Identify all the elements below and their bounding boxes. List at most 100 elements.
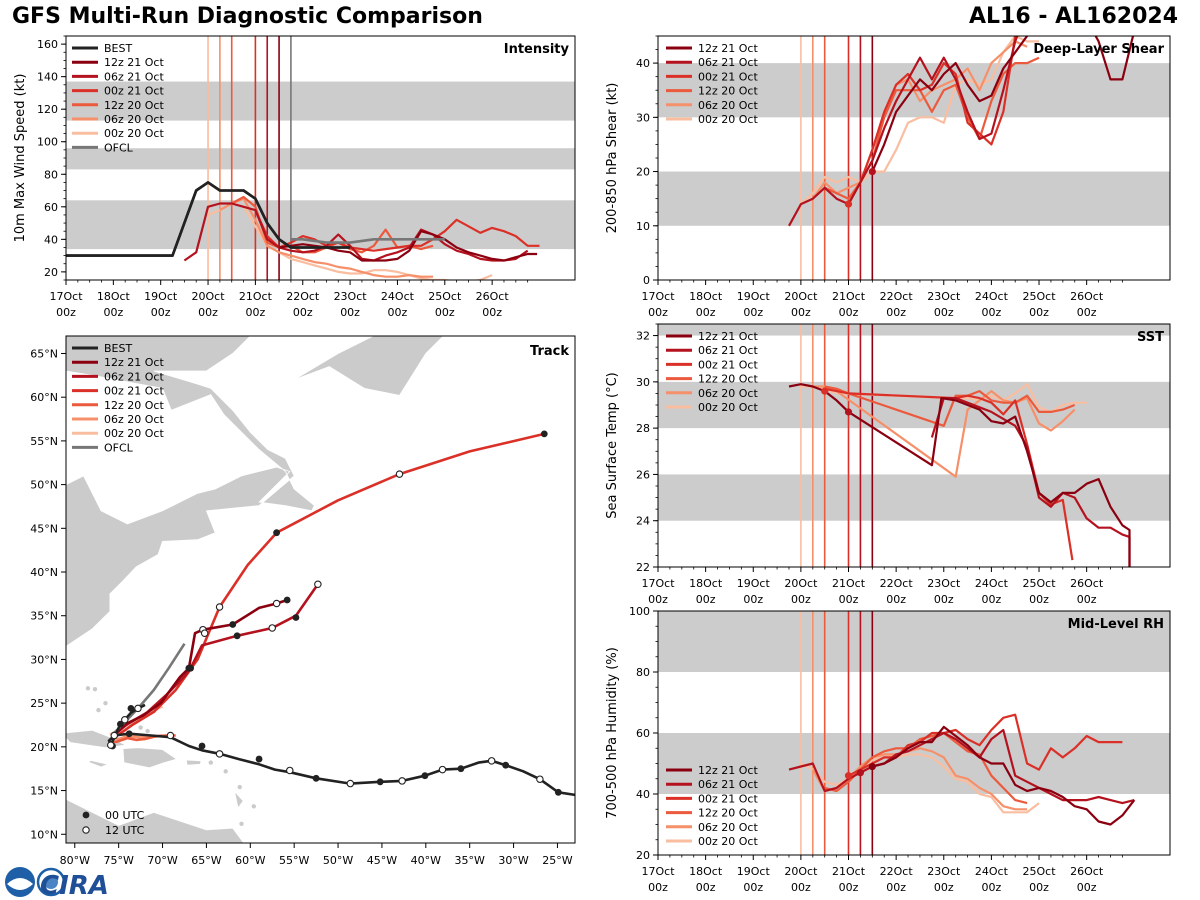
- init-marker: [844, 200, 853, 208]
- y-tick-label: 40: [636, 788, 650, 801]
- marker-12utc: [215, 603, 224, 611]
- legend-label: BEST: [104, 42, 132, 55]
- x-tick-label: 23Oct: [927, 865, 961, 878]
- series-00z-20-oct: [800, 383, 1087, 413]
- axes-frame: [657, 323, 1171, 568]
- x-tick-label: 22Oct: [880, 865, 914, 878]
- marker-12utc: [107, 741, 115, 749]
- x-tick-label: 20Oct: [784, 865, 818, 878]
- x-tick-label: 25Oct: [1023, 577, 1057, 590]
- x-tick-label: 19Oct: [737, 577, 771, 590]
- marker-12utc: [268, 624, 276, 632]
- x-tick-hour: 00z: [246, 306, 266, 319]
- panel-track: 80°W 75°W 70°W 65°W 60°W 55°W 50°W 45°W 40°W 35°W…: [30, 335, 576, 867]
- island: [103, 700, 108, 706]
- x-tick-hour: 00z: [648, 306, 668, 319]
- track-12z-21-oct: [112, 598, 288, 737]
- marker-12utc: [438, 765, 447, 774]
- marker-12utc: [200, 629, 209, 637]
- x-tick-hour: 00z: [648, 593, 668, 606]
- x-tick-label: 19Oct: [737, 865, 771, 878]
- series-00z-20-oct: [800, 36, 1039, 205]
- plot-area: [66, 36, 575, 280]
- legend-label: 00z 20 Oct: [104, 127, 164, 140]
- series-12z-21-oct: [872, 725, 1136, 826]
- y-tick-label: 15°N: [30, 785, 58, 798]
- legend-label: 12z 20 Oct: [698, 807, 758, 820]
- x-tick-hour: 00z: [696, 306, 716, 319]
- x-tick-label: 17Oct: [641, 290, 675, 303]
- marker-12utc: [121, 715, 129, 724]
- x-tick-hour: 00z: [743, 593, 763, 606]
- legend-label: 00z 21 Oct: [104, 385, 164, 398]
- series-00z-21-oct: [254, 209, 540, 252]
- panel-title: SST: [1137, 330, 1164, 345]
- panel-title: Track: [530, 344, 569, 359]
- series-best-top: [66, 180, 351, 257]
- x-tick-label: 18Oct: [97, 290, 131, 303]
- x-tick-label: 40°W: [411, 854, 441, 867]
- y-tick-label: 30: [636, 376, 650, 389]
- y-tick-label: 60: [636, 727, 650, 740]
- x-tick-hour: 00z: [1077, 306, 1097, 319]
- x-tick-hour: 00z: [1077, 881, 1097, 894]
- legend-label: 12z 20 Oct: [698, 373, 758, 386]
- marker-12utc: [286, 766, 294, 775]
- x-tick-hour: 00z: [1029, 881, 1049, 894]
- x-tick-hour: 00z: [791, 881, 811, 894]
- series-06z-20-oct: [812, 385, 1076, 478]
- marker-12utc: [395, 470, 404, 478]
- x-tick-label: 23Oct: [334, 290, 368, 303]
- marker-12utc: [314, 580, 322, 589]
- y-tick-label: 50°N: [30, 479, 58, 492]
- marker-00utc: [273, 529, 281, 537]
- threshold-band: [658, 381, 1170, 429]
- legend-label: 06z 21 Oct: [698, 56, 758, 69]
- y-tick-label: 20: [44, 266, 58, 279]
- marker-00utc: [376, 778, 384, 786]
- island: [92, 686, 98, 692]
- x-tick-hour: 00z: [743, 881, 763, 894]
- y-tick-label: 140: [37, 71, 58, 84]
- series-06z-21-oct: [788, 728, 1135, 805]
- x-tick-hour: 00z: [743, 306, 763, 319]
- storm-id: AL16 - AL162024: [969, 4, 1178, 29]
- series-ofcl: [290, 238, 445, 244]
- x-tick-label: 22Oct: [286, 290, 320, 303]
- x-tick-label: 19Oct: [737, 290, 771, 303]
- x-tick-hour: 00z: [791, 593, 811, 606]
- x-tick-label: 30°W: [498, 854, 528, 867]
- x-tick-label: 23Oct: [927, 290, 961, 303]
- x-tick-hour: 00z: [696, 881, 716, 894]
- panel-title: Deep-Layer Shear: [1033, 42, 1164, 57]
- y-tick-label: 80: [636, 666, 650, 679]
- legend-label: 06z 21 Oct: [698, 778, 758, 791]
- marker-00utc: [421, 772, 429, 780]
- x-tick-hour: 00z: [1029, 593, 1049, 606]
- x-tick-label: 19Oct: [144, 290, 178, 303]
- init-marker: [856, 769, 865, 777]
- x-tick-label: 26Oct: [1070, 577, 1104, 590]
- legend-label: 00z 20 Oct: [104, 427, 164, 440]
- legend-label: 00z 20 Oct: [698, 401, 758, 414]
- panel-intensity: 20 40 60 80 100 120 140 160 17Oct 00z 18Oct 00z 19Oc…: [13, 35, 576, 319]
- marker-12utc: [487, 757, 496, 765]
- marker-00utc: [198, 742, 206, 750]
- legend-12utc-marker: [82, 826, 90, 834]
- y-tick-label: 160: [37, 38, 58, 51]
- x-tick-hour: 00z: [886, 593, 906, 606]
- x-tick-hour: 00z: [103, 306, 123, 319]
- y-tick-label: 20: [636, 849, 650, 862]
- x-tick-label: 17Oct: [641, 577, 675, 590]
- x-tick-hour: 00z: [388, 306, 408, 319]
- legend-label: 00z 21 Oct: [698, 70, 758, 83]
- y-tick-label: 10°N: [30, 828, 58, 841]
- land-shape: [233, 790, 244, 809]
- legend-label: 00z 21 Oct: [104, 85, 164, 98]
- marker-00utc: [502, 761, 510, 769]
- x-tick-hour: 00z: [696, 593, 716, 606]
- legend-label: 06z 20 Oct: [104, 413, 164, 426]
- x-tick-label: 65°W: [191, 854, 221, 867]
